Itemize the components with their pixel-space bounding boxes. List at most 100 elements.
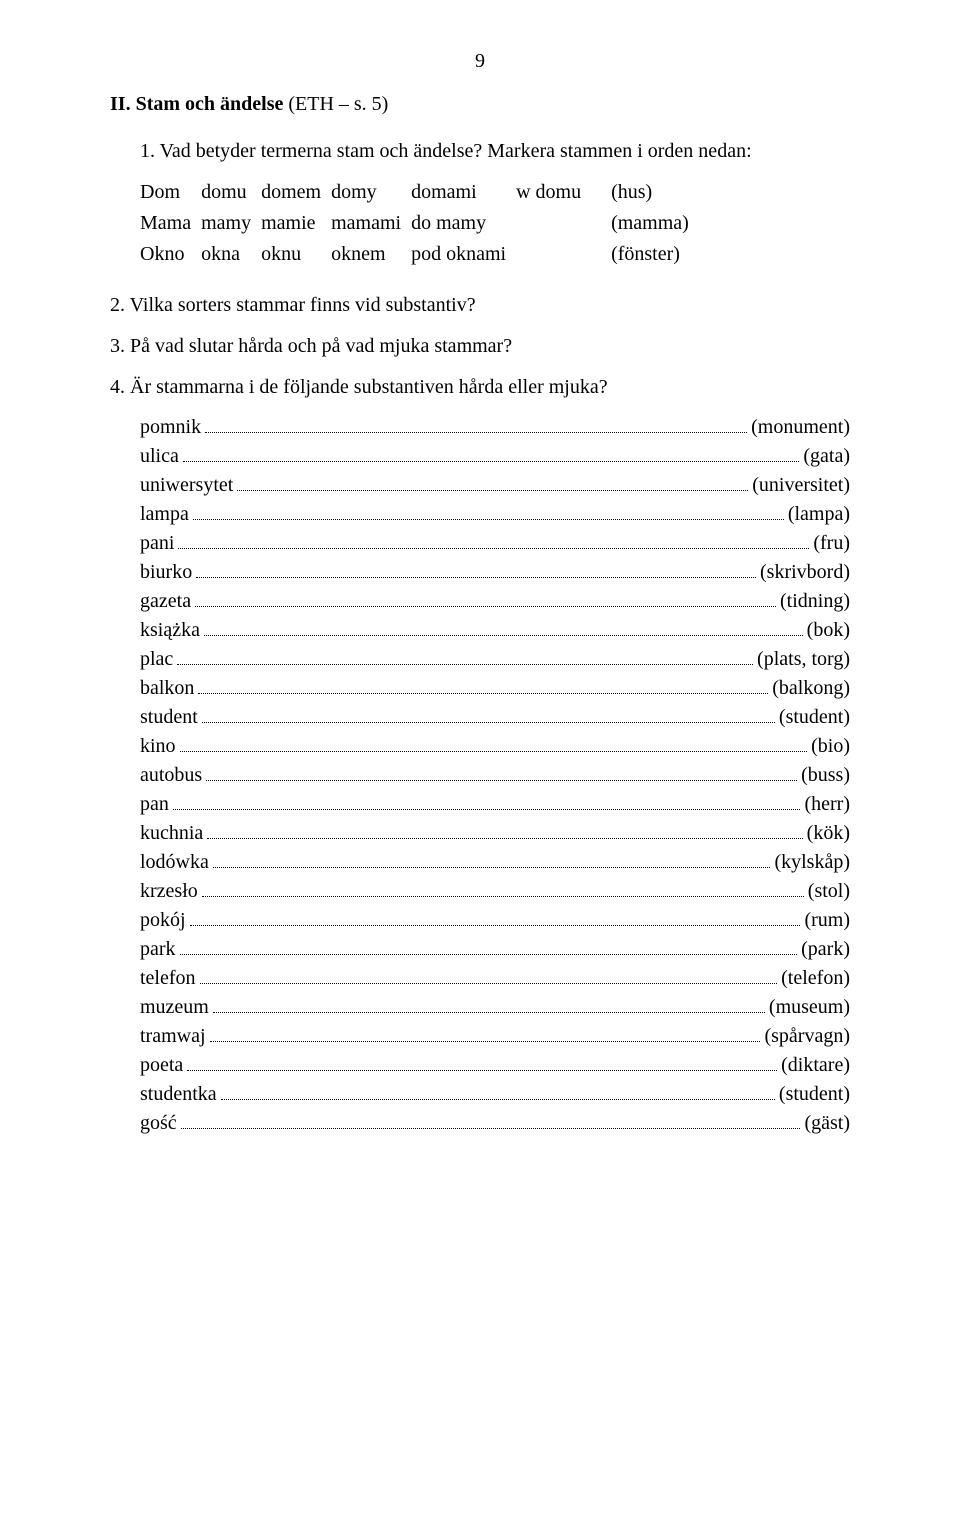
fill-dots <box>195 588 776 607</box>
section-title: II. Stam och ändelse (ETH – s. 5) <box>110 93 850 116</box>
page-number: 9 <box>110 50 850 73</box>
fill-translation: (park) <box>801 935 850 964</box>
table-cell: do mamy <box>411 208 516 239</box>
fill-dots <box>178 530 809 549</box>
fill-word: pomnik <box>140 413 201 442</box>
fill-row: pan (herr) <box>140 790 850 819</box>
fill-row: uniwersytet (universitet) <box>140 471 850 500</box>
fill-row: balkon (balkong) <box>140 674 850 703</box>
fill-translation: (museum) <box>769 993 850 1022</box>
fill-word: gazeta <box>140 587 191 616</box>
fill-row: telefon (telefon) <box>140 964 850 993</box>
table-cell: domy <box>331 177 411 208</box>
fill-dots <box>200 965 778 984</box>
fill-word: telefon <box>140 964 196 993</box>
fill-translation: (diktare) <box>781 1051 850 1080</box>
fill-row: krzesło (stol) <box>140 877 850 906</box>
table-cell: domem <box>261 177 331 208</box>
fill-translation: (telefon) <box>781 964 850 993</box>
table-cell: mamami <box>331 208 411 239</box>
question-4: 4. Är stammarna i de följande substantiv… <box>110 376 850 399</box>
fill-row: muzeum (museum) <box>140 993 850 1022</box>
fill-word: park <box>140 935 176 964</box>
fill-word: kino <box>140 732 176 761</box>
fill-row: poeta (diktare) <box>140 1051 850 1080</box>
fill-dots <box>204 617 803 636</box>
fill-row: biurko(skrivbord) <box>140 558 850 587</box>
fill-row: książka (bok) <box>140 616 850 645</box>
fill-dots <box>183 443 799 462</box>
table-cell-translation: (hus) <box>591 177 699 208</box>
fill-word: gość <box>140 1109 177 1138</box>
fill-translation: (tidning) <box>780 587 850 616</box>
section-title-bold: II. Stam och ändelse <box>110 93 283 115</box>
page-container: 9 II. Stam och ändelse (ETH – s. 5) 1. V… <box>0 0 960 1525</box>
fill-translation: (student) <box>779 703 850 732</box>
fill-row: lodówka (kylskåp) <box>140 848 850 877</box>
fill-row: student (student) <box>140 703 850 732</box>
table-cell: Okno <box>140 239 201 270</box>
table-cell: w domu <box>516 177 591 208</box>
table-cell-translation: (mamma) <box>591 208 699 239</box>
fill-row: studentka (student) <box>140 1080 850 1109</box>
fill-row: tramwaj(spårvagn) <box>140 1022 850 1051</box>
fill-dots <box>213 849 771 868</box>
fill-word: student <box>140 703 198 732</box>
fill-row: autobus(buss) <box>140 761 850 790</box>
fill-translation: (kylskåp) <box>774 848 850 877</box>
fill-translation: (student) <box>779 1080 850 1109</box>
fill-dots <box>207 820 802 839</box>
fill-dots <box>196 559 756 578</box>
table-cell: mamie <box>261 208 331 239</box>
fill-dots <box>180 936 798 955</box>
fill-translation: (rum) <box>804 906 850 935</box>
fill-translation: (lampa) <box>788 500 850 529</box>
fill-dots <box>190 907 801 926</box>
fill-word: lodówka <box>140 848 209 877</box>
fill-translation: (bok) <box>807 616 850 645</box>
fill-word: uniwersytet <box>140 471 233 500</box>
fill-word: poeta <box>140 1051 183 1080</box>
fill-word: muzeum <box>140 993 209 1022</box>
fill-dots <box>173 791 801 810</box>
table-cell: Dom <box>140 177 201 208</box>
fill-word: książka <box>140 616 200 645</box>
fill-translation: (kök) <box>807 819 850 848</box>
fill-translation: (fru) <box>813 529 850 558</box>
fill-word: biurko <box>140 558 192 587</box>
table-cell: Mama <box>140 208 201 239</box>
section-title-suffix: (ETH – s. 5) <box>283 93 388 115</box>
fill-dots <box>181 1110 801 1129</box>
table-cell: okna <box>201 239 261 270</box>
fill-translation: (universitet) <box>752 471 850 500</box>
table-cell: mamy <box>201 208 261 239</box>
fill-translation: (stol) <box>808 877 850 906</box>
fill-translation: (gata) <box>803 442 850 471</box>
fill-dots <box>202 878 804 897</box>
fill-row: kuchnia (kök) <box>140 819 850 848</box>
fill-dots <box>237 472 748 491</box>
fill-word: pan <box>140 790 169 819</box>
question-4-list: pomnik(monument)ulica(gata)uniwersytet(u… <box>140 413 850 1138</box>
fill-row: lampa (lampa) <box>140 500 850 529</box>
fill-row: gazeta (tidning) <box>140 587 850 616</box>
fill-translation: (spårvagn) <box>764 1022 850 1051</box>
fill-word: pani <box>140 529 174 558</box>
fill-word: lampa <box>140 500 189 529</box>
fill-row: plac(plats, torg) <box>140 645 850 674</box>
fill-dots <box>202 704 775 723</box>
table-cell-translation: (fönster) <box>591 239 699 270</box>
fill-word: kuchnia <box>140 819 203 848</box>
fill-word: pokój <box>140 906 186 935</box>
fill-dots <box>206 762 797 781</box>
fill-dots <box>213 994 765 1013</box>
fill-translation: (balkong) <box>772 674 850 703</box>
fill-word: krzesło <box>140 877 198 906</box>
question-1-table: Domdomudomemdomydomamiw domu(hus)Mamamam… <box>140 177 699 270</box>
fill-word: balkon <box>140 674 194 703</box>
fill-row: pomnik(monument) <box>140 413 850 442</box>
table-row: Mamamamymamiemamamido mamy (mamma) <box>140 208 699 239</box>
fill-word: studentka <box>140 1080 217 1109</box>
table-cell <box>516 208 591 239</box>
fill-translation: (herr) <box>804 790 850 819</box>
